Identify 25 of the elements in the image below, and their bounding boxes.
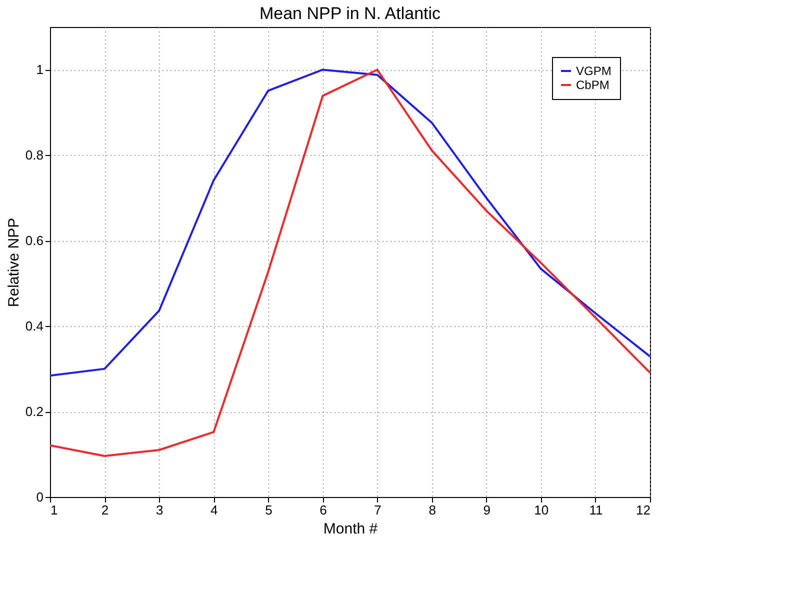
legend-label: CbPM	[576, 78, 610, 92]
x-tick-label: 10	[534, 502, 549, 518]
y-tick-label: 0	[36, 490, 44, 504]
x-tick-label: 6	[320, 502, 327, 518]
chart-title: Mean NPP in N. Atlantic	[259, 4, 442, 23]
y-tick-label: 1	[36, 62, 44, 78]
line-series	[50, 68, 650, 457]
x-tick-label: 12	[636, 502, 650, 518]
x-tick-label: 3	[156, 502, 164, 518]
x-tick-label: 1	[50, 502, 58, 518]
y-tick-label: 0.6	[25, 233, 44, 248]
x-tick-label: 8	[428, 502, 436, 518]
x-tick-label: 4	[210, 502, 218, 518]
x-tick-label: 9	[483, 502, 490, 518]
y-tick-label: 0.8	[25, 148, 44, 163]
x-axis-title: Month #	[323, 520, 378, 538]
y-tick-label: 0.4	[25, 318, 44, 334]
x-tick-label: 7	[374, 502, 382, 518]
x-tick-label: 2	[101, 502, 109, 518]
x-tick-label: 11	[589, 502, 603, 518]
y-axis-title: Relative NPP	[5, 218, 22, 308]
legend-label: VGPM	[576, 64, 612, 78]
line-series	[50, 68, 650, 377]
x-tick-label: 5	[265, 502, 272, 518]
y-tick-label: 0.2	[25, 404, 44, 420]
